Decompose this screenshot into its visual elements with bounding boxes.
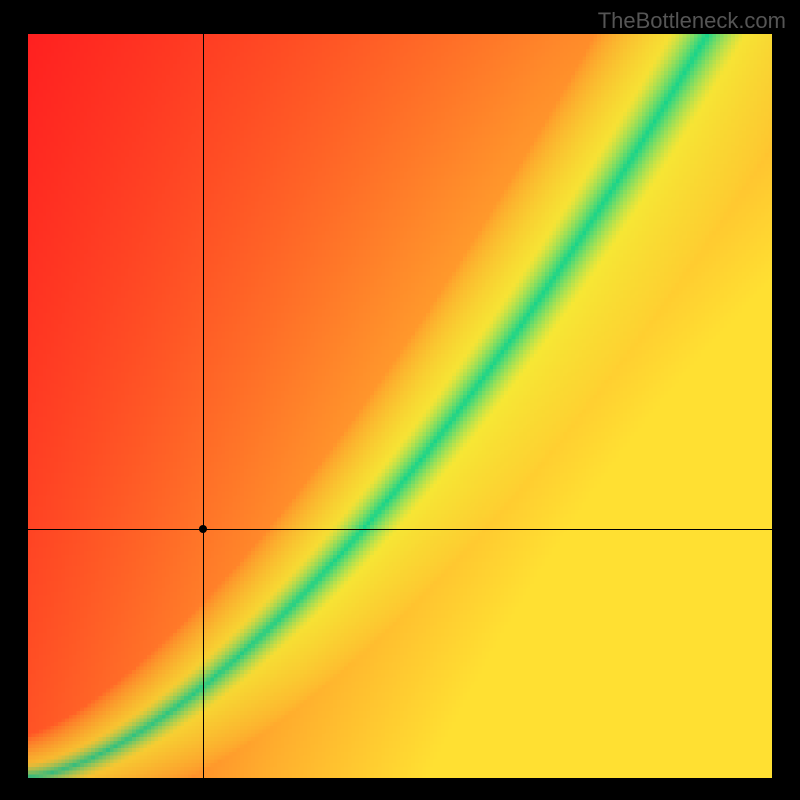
crosshair-vertical xyxy=(203,34,204,778)
heatmap-canvas xyxy=(28,34,772,778)
crosshair-horizontal xyxy=(28,529,772,530)
plot-area xyxy=(28,34,772,778)
attribution-text: TheBottleneck.com xyxy=(598,8,786,34)
crosshair-marker xyxy=(199,525,207,533)
figure-container: TheBottleneck.com xyxy=(0,0,800,800)
